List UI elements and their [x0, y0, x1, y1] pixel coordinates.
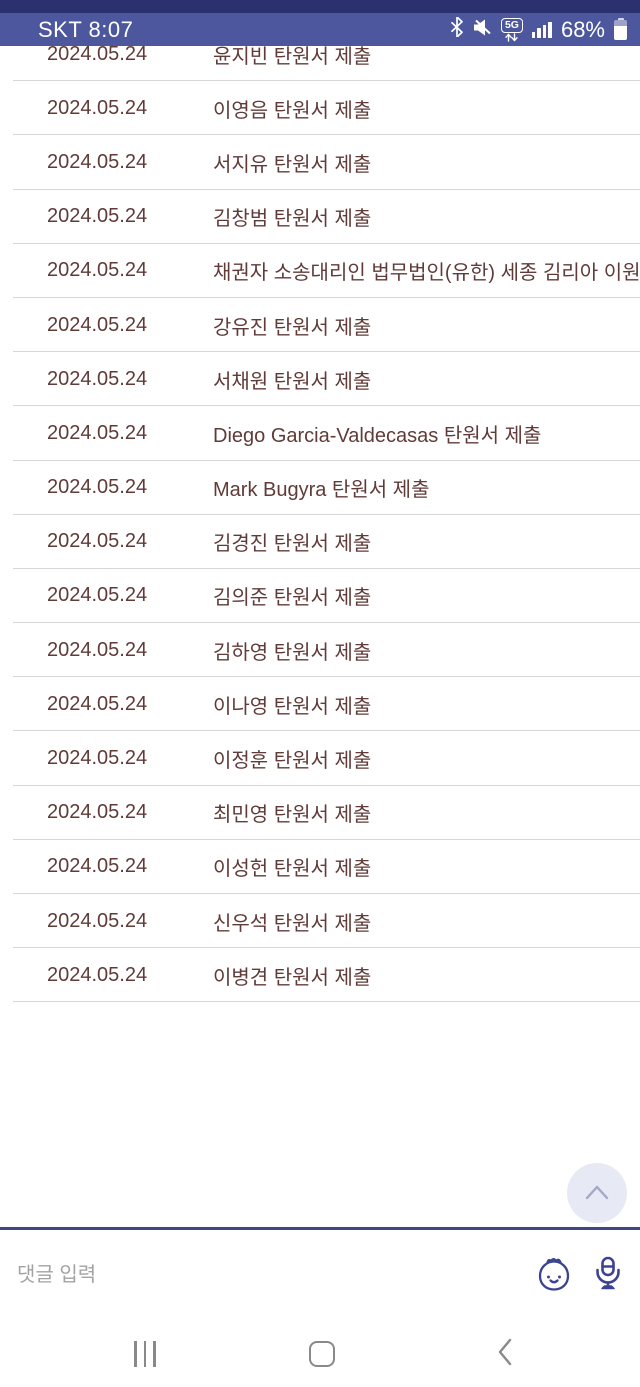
row-date: 2024.05.24	[47, 421, 148, 444]
row-text: 신우석 탄원서 제출	[213, 912, 372, 935]
submission-list[interactable]: 2024.05.24 윤지빈 탄원서 제출 2024.05.24 이영음 탄원서…	[0, 27, 640, 1003]
row-text: 이영음 탄원서 제출	[213, 99, 372, 122]
recents-icon	[134, 1340, 156, 1367]
row-text: 이나영 탄원서 제출	[213, 695, 372, 718]
scroll-to-top-button[interactable]	[567, 1163, 627, 1223]
comment-bar	[0, 1230, 640, 1320]
submission-row: 2024.05.24 최민영 탄원서 제출	[0, 786, 640, 840]
row-text: Mark Bugyra 탄원서 제출	[213, 479, 430, 502]
voice-input-button[interactable]	[594, 1256, 622, 1295]
row-date: 2024.05.24	[47, 476, 148, 499]
submission-row: 2024.05.24 서채원 탄원서 제출	[0, 352, 640, 407]
row-date: 2024.05.24	[47, 313, 148, 336]
row-date: 2024.05.24	[47, 855, 148, 878]
submission-row: 2024.05.24 이성헌 탄원서 제출	[0, 840, 640, 894]
emoticon-dumpling-icon	[534, 1254, 574, 1297]
row-date: 2024.05.24	[47, 638, 148, 661]
row-date: 2024.05.24	[47, 801, 148, 824]
home-icon	[309, 1340, 335, 1367]
submission-row: 2024.05.24 신우석 탄원서 제출	[0, 894, 640, 949]
submission-row: 2024.05.24 김경진 탄원서 제출	[0, 515, 640, 569]
back-button[interactable]	[475, 1320, 535, 1387]
submission-row: 2024.05.24 Mark Bugyra 탄원서 제출	[0, 461, 640, 515]
battery-percent: 68%	[560, 16, 605, 42]
row-date: 2024.05.24	[47, 150, 148, 173]
submission-row: 2024.05.24 이정훈 탄원서 제출	[0, 731, 640, 786]
status-bar-top-strip	[0, 0, 640, 13]
submission-row: 2024.05.24 이영음 탄원서 제출	[0, 81, 640, 136]
bluetooth-icon	[450, 16, 464, 42]
microphone-icon	[594, 1256, 622, 1295]
comment-input[interactable]	[15, 1262, 534, 1288]
chevron-up-icon	[582, 1182, 612, 1205]
submission-row: 2024.05.24 김하영 탄원서 제출	[0, 623, 640, 678]
row-text: 서지유 탄원서 제출	[213, 153, 372, 176]
row-text: 최민영 탄원서 제출	[213, 804, 372, 827]
row-date: 2024.05.24	[47, 747, 148, 770]
submission-row: 2024.05.24 서지유 탄원서 제출	[0, 135, 640, 190]
submission-row: 2024.05.24 채권자 소송대리인 법무법인(유한) 세종 김리아 이원 …	[0, 244, 640, 298]
row-text: 강유진 탄원서 제출	[213, 316, 372, 339]
submission-row: 2024.05.24 이병견 탄원서 제출	[0, 948, 640, 1003]
submission-row: 2024.05.24 이나영 탄원서 제출	[0, 677, 640, 732]
row-text: 윤지빈 탄원서 제출	[213, 45, 372, 68]
row-text: 채권자 소송대리인 법무법인(유한) 세종 김리아 이원 이숙	[213, 262, 640, 285]
row-text: 이정훈 탄원서 제출	[213, 750, 372, 773]
submission-row: 2024.05.24 김창범 탄원서 제출	[0, 190, 640, 244]
row-date: 2024.05.24	[47, 205, 148, 228]
back-chevron-icon	[497, 1338, 513, 1369]
comment-bar-divider	[0, 1227, 640, 1230]
submission-row: 2024.05.24 Diego Garcia-Valdecasas 탄원서 제…	[0, 406, 640, 461]
status-bar: SKT 8:07 5G	[0, 0, 640, 46]
row-date: 2024.05.24	[47, 96, 148, 119]
emoticon-button[interactable]	[534, 1254, 574, 1297]
battery-icon	[614, 17, 627, 42]
home-button[interactable]	[292, 1320, 352, 1387]
submission-row: 2024.05.24 강유진 탄원서 제출	[0, 298, 640, 353]
row-text: 김경진 탄원서 제출	[213, 533, 372, 556]
recents-button[interactable]	[115, 1320, 175, 1387]
row-date: 2024.05.24	[47, 909, 148, 932]
row-text: 김의준 탄원서 제출	[213, 587, 372, 610]
submission-row: 2024.05.24 김의준 탄원서 제출	[0, 569, 640, 624]
row-date: 2024.05.24	[47, 259, 148, 282]
row-date: 2024.05.24	[47, 367, 148, 390]
row-text: 이성헌 탄원서 제출	[213, 858, 372, 881]
android-nav-bar	[0, 1320, 640, 1387]
row-text: 김하영 탄원서 제출	[213, 641, 372, 664]
row-date: 2024.05.24	[47, 530, 148, 553]
row-text: 서채원 탄원서 제출	[213, 370, 372, 393]
5g-icon: 5G	[500, 17, 523, 42]
row-text: 김창범 탄원서 제출	[213, 208, 372, 231]
mute-icon	[473, 19, 492, 41]
row-text: 이병견 탄원서 제출	[213, 966, 372, 989]
carrier-and-clock: SKT 8:07	[38, 16, 134, 42]
submission-row: 2024.05.24 윤지빈 탄원서 제출	[0, 27, 640, 82]
signal-strength-icon	[531, 21, 552, 38]
row-date: 2024.05.24	[47, 584, 148, 607]
row-text: Diego Garcia-Valdecasas 탄원서 제출	[213, 424, 542, 447]
row-date: 2024.05.24	[47, 692, 148, 715]
row-date: 2024.05.24	[47, 42, 148, 65]
row-date: 2024.05.24	[47, 963, 148, 986]
